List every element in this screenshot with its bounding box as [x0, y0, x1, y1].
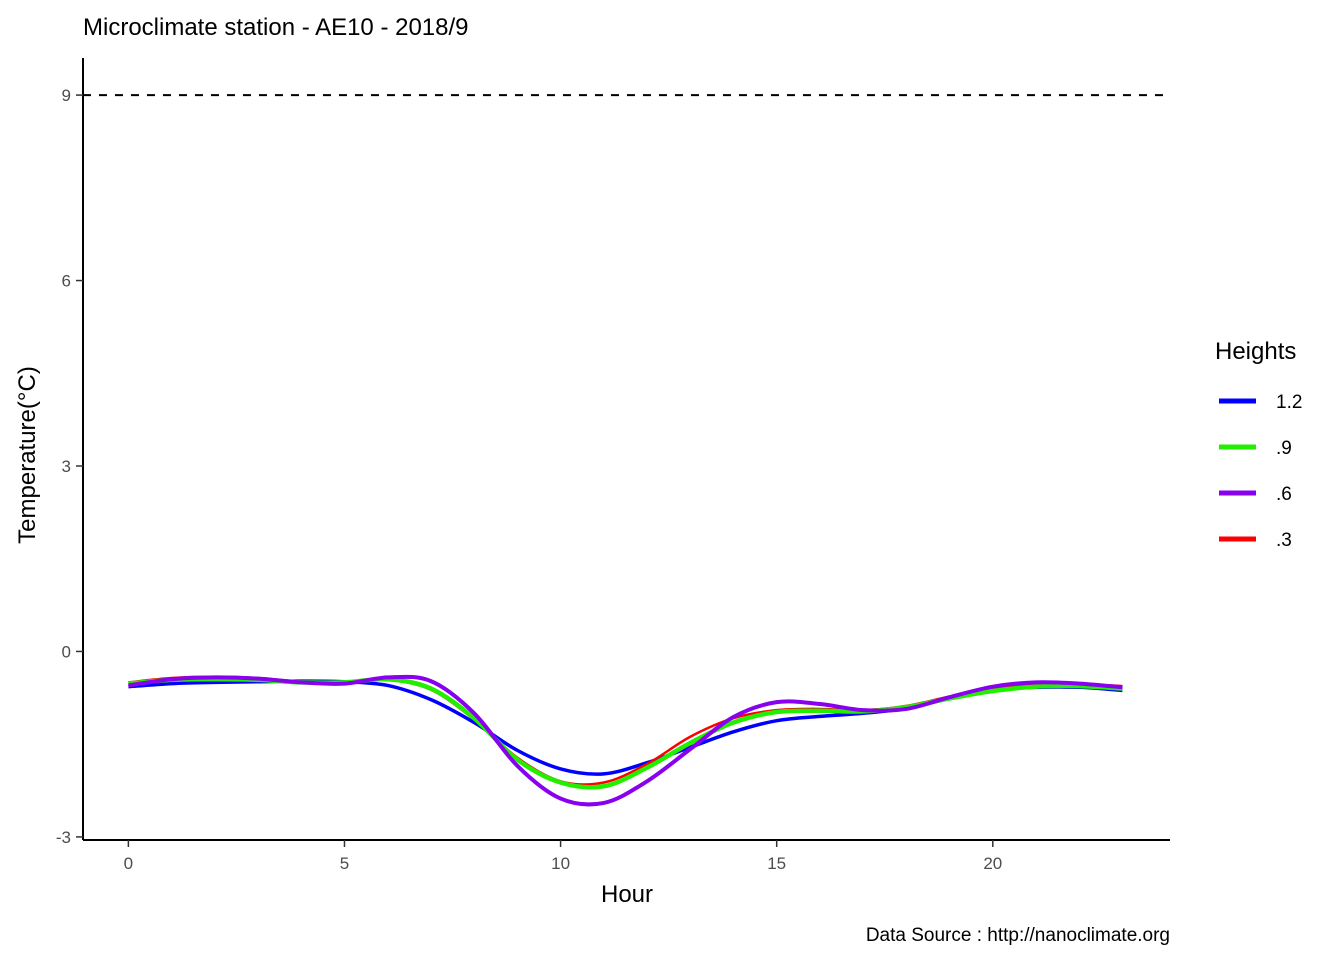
legend-label: .6 [1276, 484, 1292, 505]
x-axis-ticks: 0 5 10 15 20 [124, 840, 1002, 873]
y-axis-title: Temperature(°C) [14, 366, 41, 544]
x-tick-label: 5 [340, 854, 349, 873]
data-source-caption: Data Source : http://nanoclimate.org [866, 925, 1170, 946]
legend-label: .9 [1276, 438, 1292, 459]
y-tick-label: 6 [62, 272, 71, 291]
chart-title: Microclimate station - AE10 - 2018/9 [83, 14, 469, 41]
x-tick-label: 15 [767, 854, 786, 873]
series-line-3 [128, 674, 1123, 807]
y-tick-label: -3 [56, 828, 71, 847]
legend-item: .3 [1219, 530, 1292, 551]
y-tick-label: 0 [62, 642, 71, 661]
legend-title: Heights [1215, 338, 1296, 365]
legend-label: .3 [1276, 530, 1292, 551]
legend-item: .9 [1219, 438, 1292, 459]
y-tick-label: 3 [62, 457, 71, 476]
legend-item: .6 [1219, 484, 1292, 505]
x-tick-label: 0 [124, 854, 133, 873]
legend-items: 1.2 .9 .6 .3 [1219, 392, 1302, 551]
legend-item: 1.2 [1219, 392, 1302, 413]
x-axis-title: Hour [601, 881, 653, 908]
y-tick-label: 9 [62, 86, 71, 105]
x-tick-label: 20 [983, 854, 1002, 873]
x-tick-label: 10 [551, 854, 570, 873]
y-axis-ticks: -3 0 3 6 9 [56, 86, 83, 847]
plot-area [83, 94, 1170, 807]
legend-label: 1.2 [1276, 392, 1302, 413]
legend: Heights 1.2 .9 .6 .3 [1215, 338, 1302, 551]
